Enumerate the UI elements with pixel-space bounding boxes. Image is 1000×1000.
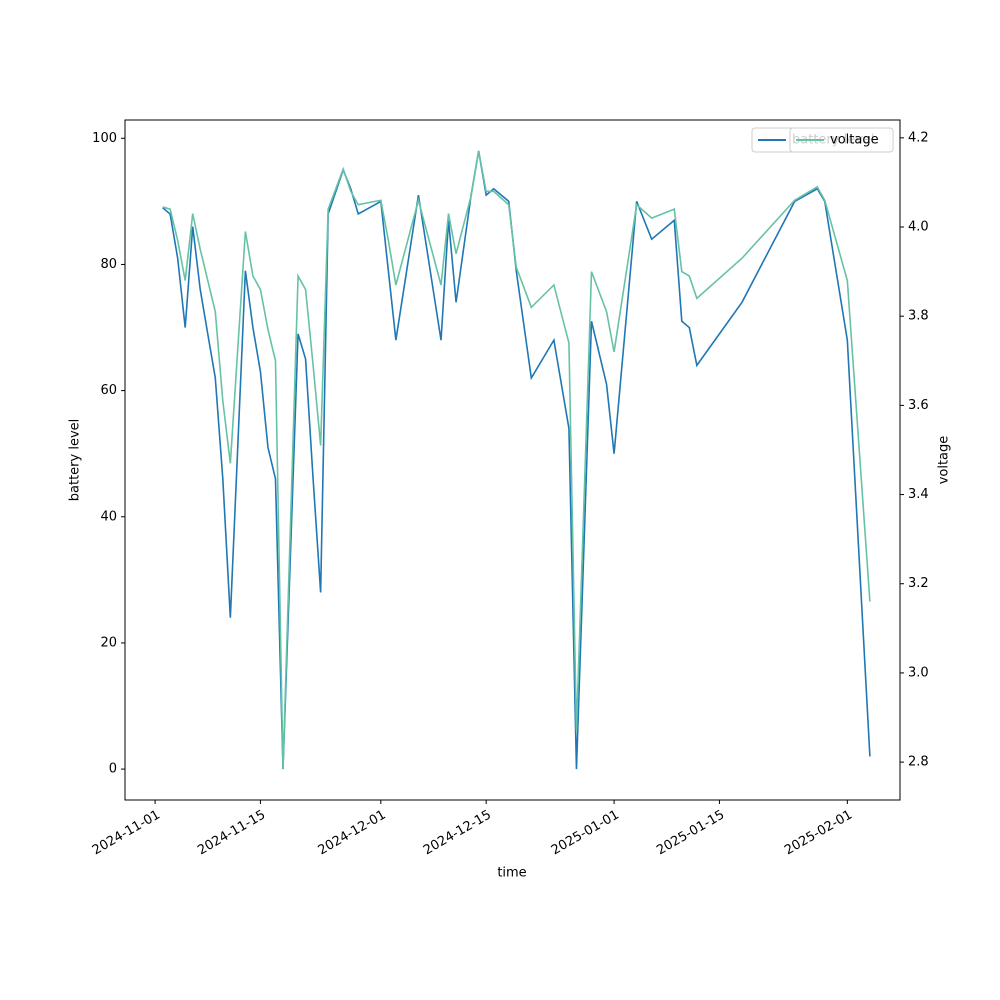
y2-tick-label: 3.8 — [908, 309, 929, 324]
y-tick-label: 80 — [100, 257, 117, 272]
y-tick-label: 60 — [100, 383, 117, 398]
x-tick-label: 2024-11-01 — [90, 808, 163, 859]
legend-label: voltage — [830, 133, 879, 148]
y2-tick-label: 4.0 — [908, 220, 929, 235]
y-axis-label: battery level — [68, 419, 83, 502]
legend-box — [789, 127, 894, 153]
x-axis-label: time — [497, 866, 526, 881]
data-line — [162, 151, 871, 769]
x-tick-label: 2024-12-15 — [421, 808, 494, 859]
y2-tick-label: 3.2 — [908, 576, 929, 591]
x-tick-label: 2025-02-01 — [782, 808, 855, 859]
x-tick-label: 2024-11-15 — [195, 808, 268, 859]
y-tick-label: 0 — [109, 762, 117, 777]
y-tick-label: 20 — [100, 635, 117, 650]
plot-frame — [124, 119, 901, 801]
data-line — [162, 150, 871, 770]
y2-tick-label: 3.6 — [908, 398, 929, 413]
legend: voltage — [789, 127, 894, 153]
x-tick-label: 2024-12-01 — [316, 808, 389, 859]
y-tick-label: 40 — [100, 509, 117, 524]
x-tick-label: 2025-01-15 — [654, 808, 727, 859]
y2-axis-label: voltage — [937, 436, 952, 485]
x-tick-label: 2025-01-01 — [549, 808, 622, 859]
y-tick-label: 100 — [92, 131, 117, 146]
y2-tick-label: 2.8 — [908, 755, 929, 770]
y2-tick-label: 4.2 — [908, 130, 929, 145]
y2-tick-label: 3.4 — [908, 487, 929, 502]
y2-tick-label: 3.0 — [908, 665, 929, 680]
